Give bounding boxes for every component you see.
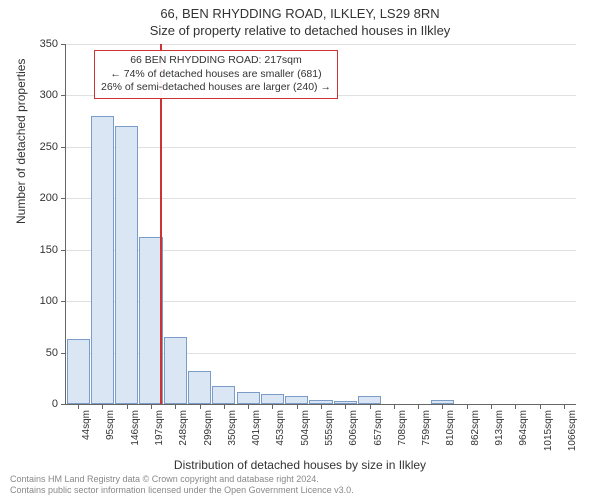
chart-container: { "chart": { "type": "histogram", "title… bbox=[0, 0, 600, 500]
x-tick-mark bbox=[200, 404, 201, 409]
y-tick-mark bbox=[61, 301, 66, 302]
y-tick-mark bbox=[61, 147, 66, 148]
y-tick-label: 300 bbox=[18, 89, 58, 101]
y-tick-label: 150 bbox=[18, 244, 58, 256]
y-tick-label: 200 bbox=[18, 192, 58, 204]
gridline bbox=[66, 198, 576, 199]
plot-region: 05010015020025030035044sqm95sqm146sqm197… bbox=[65, 44, 576, 405]
histogram-bar bbox=[188, 371, 211, 404]
x-tick-mark bbox=[297, 404, 298, 409]
info-box-line2: ← 74% of detached houses are smaller (68… bbox=[101, 68, 331, 82]
x-tick-mark bbox=[491, 404, 492, 409]
histogram-bar bbox=[237, 392, 260, 404]
x-tick-mark bbox=[564, 404, 565, 409]
histogram-bar bbox=[139, 237, 162, 404]
y-tick-mark bbox=[61, 198, 66, 199]
chart-subtitle: Size of property relative to detached ho… bbox=[0, 21, 600, 38]
x-tick-mark bbox=[151, 404, 152, 409]
y-tick-mark bbox=[61, 95, 66, 96]
x-tick-mark bbox=[540, 404, 541, 409]
y-tick-mark bbox=[61, 44, 66, 45]
gridline bbox=[66, 44, 576, 45]
x-tick-mark bbox=[175, 404, 176, 409]
histogram-bar bbox=[164, 337, 187, 404]
x-tick-mark bbox=[321, 404, 322, 409]
gridline bbox=[66, 147, 576, 148]
info-box-line3: 26% of semi-detached houses are larger (… bbox=[101, 81, 331, 95]
x-tick-mark bbox=[78, 404, 79, 409]
y-tick-label: 0 bbox=[18, 398, 58, 410]
x-tick-mark bbox=[248, 404, 249, 409]
y-tick-mark bbox=[61, 353, 66, 354]
histogram-bar bbox=[261, 394, 284, 404]
info-box-line1: 66 BEN RHYDDING ROAD: 217sqm bbox=[101, 54, 331, 68]
x-tick-mark bbox=[127, 404, 128, 409]
y-tick-mark bbox=[61, 250, 66, 251]
x-tick-mark bbox=[370, 404, 371, 409]
x-tick-mark bbox=[515, 404, 516, 409]
x-axis-title: Distribution of detached houses by size … bbox=[0, 458, 600, 472]
x-tick-mark bbox=[467, 404, 468, 409]
x-tick-mark bbox=[272, 404, 273, 409]
x-tick-mark bbox=[224, 404, 225, 409]
histogram-bar bbox=[358, 396, 381, 404]
chart-title-address: 66, BEN RHYDDING ROAD, ILKLEY, LS29 8RN bbox=[0, 0, 600, 21]
histogram-bar bbox=[212, 386, 235, 405]
x-tick-mark bbox=[418, 404, 419, 409]
footer-attribution: Contains HM Land Registry data © Crown c… bbox=[10, 474, 354, 496]
x-tick-mark bbox=[394, 404, 395, 409]
histogram-bar bbox=[91, 116, 114, 404]
histogram-bar bbox=[67, 339, 90, 404]
x-tick-mark bbox=[345, 404, 346, 409]
y-tick-label: 350 bbox=[18, 38, 58, 50]
x-tick-mark bbox=[102, 404, 103, 409]
histogram-bar bbox=[285, 396, 308, 404]
footer-line2: Contains public sector information licen… bbox=[10, 485, 354, 496]
y-tick-label: 50 bbox=[18, 347, 58, 359]
histogram-bar bbox=[115, 126, 138, 404]
footer-line1: Contains HM Land Registry data © Crown c… bbox=[10, 474, 354, 485]
x-tick-mark bbox=[442, 404, 443, 409]
y-tick-mark bbox=[61, 404, 66, 405]
info-box: 66 BEN RHYDDING ROAD: 217sqm← 74% of det… bbox=[94, 50, 338, 99]
y-tick-label: 250 bbox=[18, 141, 58, 153]
y-tick-label: 100 bbox=[18, 295, 58, 307]
plot-area: 05010015020025030035044sqm95sqm146sqm197… bbox=[65, 44, 575, 404]
